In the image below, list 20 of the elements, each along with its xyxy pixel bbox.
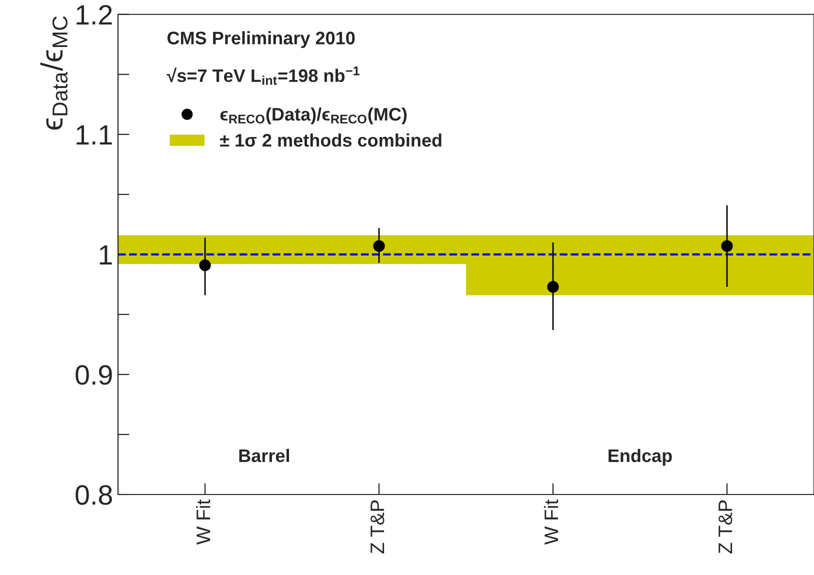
annotation: Barrel [239,448,289,462]
y-axis-title: ϵ$_{Data}$/ϵ$_{MC}$ [40,16,68,130]
point [721,240,733,252]
x-tick-label: W Fit [196,500,210,545]
point [547,281,559,293]
x-tick-label: W Fit [544,500,558,545]
legend-label: ± 1σ 2 methods combined [220,133,442,147]
y-tick-label: 1 [100,245,112,265]
annotation: CMS Preliminary 2010 [167,31,355,48]
y-tick-label: 0.8 [76,485,112,505]
y-tick-label: 1.1 [76,125,112,144]
legend-label: ϵ$_{RECO}$(Data)/ϵ$_{RECO}$(MC) [220,107,407,124]
annotation: Endcap [608,448,672,466]
point [199,259,211,272]
x-tick-label: Z T&P [718,500,732,554]
point [373,240,385,252]
x-tick-label: Z T&P [370,500,384,554]
y-tick-label: 0.9 [76,365,112,385]
y-tick-label: 1.2 [76,5,112,24]
annotation: √s=7 TeV L$_{int}$=198 nb$^{−1}$ [166,66,360,85]
